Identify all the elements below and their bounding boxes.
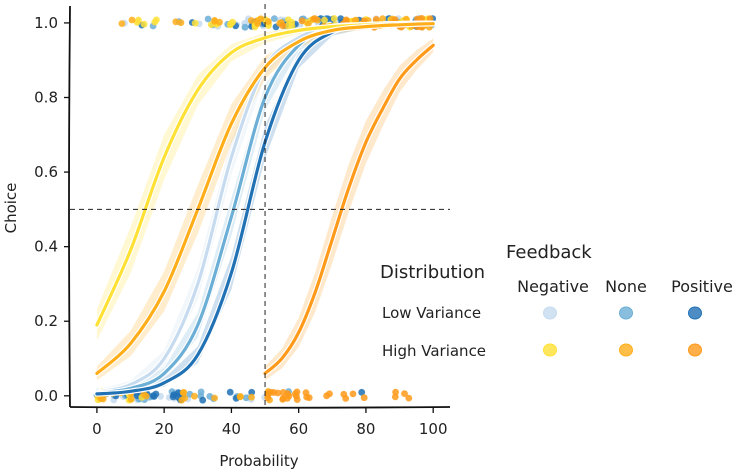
jitter-point	[241, 23, 249, 31]
legend-feedback-negative: Negative	[517, 277, 589, 296]
y-axis-line	[68, 5, 71, 408]
legend-feedback-none: None	[605, 277, 647, 296]
jitter-point	[279, 22, 287, 30]
jitter-point	[293, 396, 301, 403]
jitter-point	[118, 20, 126, 27]
jitter-point	[360, 394, 368, 402]
jitter-point	[279, 389, 287, 396]
jitter-point	[267, 388, 275, 396]
jitter-point	[197, 388, 205, 396]
jitter-point	[181, 394, 189, 402]
legend-swatches	[543, 306, 702, 357]
jitter-point	[303, 393, 311, 401]
x-tick-label: 40	[222, 420, 241, 438]
jitter-point	[151, 18, 159, 26]
jitter-point	[242, 394, 250, 402]
x-tick-label: 20	[155, 420, 174, 438]
y-tick-label: 0.6	[34, 163, 58, 181]
jitter-point	[358, 388, 366, 396]
legend-swatch	[543, 306, 557, 320]
jitter-point	[177, 19, 185, 27]
jitter-point	[298, 17, 306, 25]
jitter-point	[342, 395, 350, 402]
jitter-point	[142, 392, 150, 400]
jitter-point	[128, 16, 136, 24]
jitter-point	[311, 15, 319, 22]
jitter-point	[216, 18, 223, 26]
x-tick-label: 80	[356, 420, 375, 438]
y-axis-label: Choice	[2, 183, 20, 234]
x-tick-label: 100	[419, 420, 448, 438]
legend-swatch	[619, 306, 633, 320]
jitter-point	[191, 19, 199, 27]
jitter-point	[226, 388, 234, 396]
jitter-point	[405, 394, 413, 402]
jitter-point	[229, 18, 237, 26]
jitter-point	[337, 15, 345, 23]
ticks: 0 20 40 60 80 100 0.0 0.2 0.4 0.6 0.8 1.0	[34, 14, 447, 438]
jitter-point	[247, 17, 255, 24]
jitter-point	[379, 15, 386, 23]
y-tick-label: 0.4	[34, 238, 58, 256]
legend-distribution-title: Distribution	[380, 262, 485, 283]
legend-distribution-low: Low Variance	[382, 304, 481, 322]
jitter-point	[349, 390, 357, 398]
jitter-point	[323, 392, 330, 400]
jitter-point	[304, 20, 312, 28]
reference-lines	[70, 4, 450, 407]
legend-swatch	[543, 343, 557, 357]
legend-swatch	[688, 343, 702, 357]
jitter-point	[175, 389, 182, 396]
jitter-point	[321, 16, 328, 24]
jitter-point	[135, 16, 142, 24]
jitter-point	[265, 18, 272, 25]
jitter-point	[204, 15, 212, 23]
legend-swatch	[688, 306, 702, 320]
jitter-point	[199, 396, 207, 404]
jitter-point	[254, 20, 261, 27]
curve-high-variance-none	[95, 22, 435, 375]
legend-distribution-high: High Variance	[382, 342, 486, 360]
jitter-point	[248, 393, 255, 401]
curve-high-variance-positive	[263, 43, 435, 375]
jitter-point	[391, 393, 399, 401]
y-tick-label: 0.0	[34, 387, 58, 405]
x-tick-label: 60	[289, 420, 308, 438]
jitter-point	[285, 16, 292, 24]
jitter-point	[283, 395, 291, 402]
fitted-curves	[94, 20, 436, 397]
jitter-point	[401, 390, 408, 397]
axes	[68, 5, 451, 409]
jitter-point	[127, 395, 135, 403]
jitter-point	[211, 394, 219, 402]
legend-feedback-title: Feedback	[506, 242, 592, 263]
legend-feedback-positive: Positive	[671, 277, 733, 296]
x-axis-label: Probability	[219, 452, 298, 470]
jitter-point	[97, 395, 105, 402]
jitter-point	[149, 392, 157, 400]
jitter-point	[180, 389, 188, 396]
jitter-point	[426, 15, 434, 22]
x-tick-label: 0	[92, 420, 102, 438]
jitter-point	[237, 393, 244, 400]
x-axis-line	[69, 406, 451, 409]
jitter-point	[191, 392, 198, 400]
y-tick-label: 1.0	[34, 14, 58, 32]
y-tick-label: 0.2	[34, 312, 58, 330]
legend-swatch	[619, 343, 633, 357]
jitter-point	[392, 388, 399, 396]
legend: Feedback Distribution Negative None Posi…	[380, 242, 733, 360]
jitter-point	[169, 393, 177, 401]
jitter-point	[264, 394, 272, 402]
jitter-point	[248, 388, 256, 396]
y-tick-label: 0.8	[34, 88, 58, 106]
jitter-point	[140, 20, 148, 28]
jitter-point	[172, 18, 180, 26]
jitter-point	[330, 15, 338, 22]
jitter-point	[271, 15, 278, 22]
